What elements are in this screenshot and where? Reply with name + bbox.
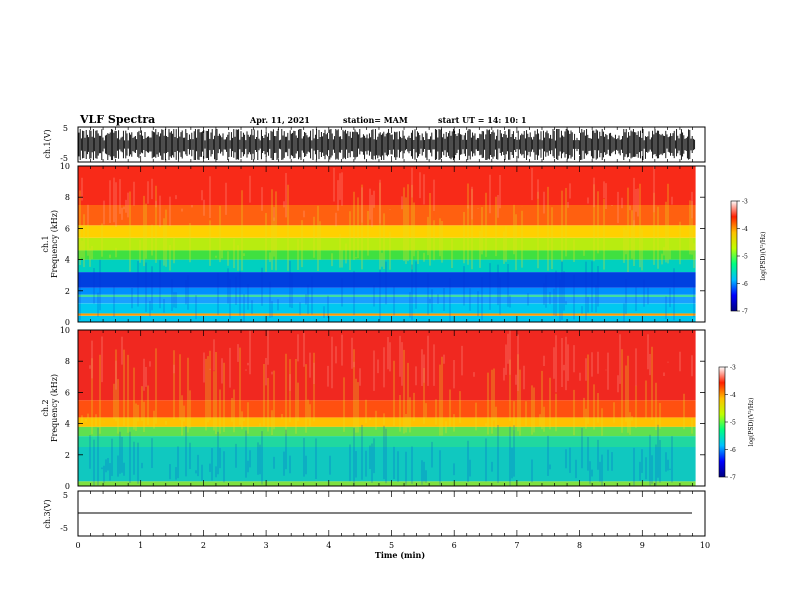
yt2-label-0: 0 xyxy=(65,482,70,491)
yt2-label-5: 10 xyxy=(60,326,70,335)
yt1-label-3: 6 xyxy=(65,224,70,233)
cbt1-label-1: -4 xyxy=(742,226,748,233)
cbt2-label-3: -6 xyxy=(730,447,736,454)
yt1-label-2: 4 xyxy=(65,256,70,265)
colorbar-ch2-ticks: -3 -4 -5 -6 -7 xyxy=(725,365,736,482)
ch1-spectrogram-image xyxy=(78,166,696,322)
xtick-label-7: 7 xyxy=(514,541,519,550)
colorbar-ch2-bar xyxy=(718,366,726,478)
ch2-spectrogram-yticks: 0 2 4 6 8 10 xyxy=(60,326,705,491)
spec1-band-9 xyxy=(78,237,696,251)
colorbar-ch2-label: log(PSD)(V²/Hz) xyxy=(748,398,755,447)
xtick-label-10: 10 xyxy=(700,541,710,550)
ch3-ytick-bottom: -5 xyxy=(60,524,68,533)
spec2-band-5 xyxy=(78,400,696,418)
xtick-label-0: 0 xyxy=(75,541,80,550)
yt2-label-1: 2 xyxy=(65,451,70,460)
figure-title: VLF Spectra xyxy=(79,113,155,126)
spec2-band-3 xyxy=(78,426,696,437)
spec1-band-1 xyxy=(78,313,696,316)
time-axis-ticks xyxy=(77,127,706,536)
ch1-spectrogram-yticks: 0 2 4 6 8 10 xyxy=(60,162,705,327)
ch2-spectrogram-ylabel-2: Frequency (kHz) xyxy=(50,374,59,442)
spec1-band-5 xyxy=(78,287,696,295)
yt1-label-1: 2 xyxy=(65,287,70,296)
spec1-band-10 xyxy=(78,225,696,238)
ch1-waveform-trace xyxy=(78,129,696,160)
cbt2-label-4: -7 xyxy=(730,475,736,482)
cbt2-label-0: -3 xyxy=(730,365,736,372)
yt2-label-2: 4 xyxy=(65,420,70,429)
yt1-label-0: 0 xyxy=(65,318,70,327)
ch3-waveform-ylabel: ch.3(V) xyxy=(43,499,52,528)
cbt1-label-3: -6 xyxy=(742,281,748,288)
colorbar-ch1-ticks: -3 -4 -5 -6 -7 xyxy=(737,199,748,316)
spec1-band-12 xyxy=(78,166,696,205)
spec1-band-2 xyxy=(78,303,696,314)
yt1-label-4: 8 xyxy=(65,193,70,202)
spec2-band-6 xyxy=(78,330,696,401)
ch3-ytick-top: 5 xyxy=(63,491,68,500)
spec1-band-4 xyxy=(78,294,696,297)
spec2-band-4 xyxy=(78,417,696,427)
spec2-band-2 xyxy=(78,436,696,447)
xtick-label-4: 4 xyxy=(326,541,331,550)
colorbar-ch2: -3 -4 -5 -6 -7 log(PSD)(V²/Hz) xyxy=(718,365,755,482)
spec1-band-3 xyxy=(78,297,696,304)
ch2-spectrogram-ylabel-1: ch.2 xyxy=(41,399,50,416)
ch1-spectrogram-ylabel-2: Frequency (kHz) xyxy=(50,210,59,278)
spec1-band-8 xyxy=(78,250,696,260)
spec1-band-11 xyxy=(78,205,696,226)
ch1-waveform-ylabel: ch.1(V) xyxy=(43,129,52,158)
time-axis-label: Time (min) xyxy=(375,550,425,560)
cbt1-label-4: -7 xyxy=(742,309,748,316)
colorbar-ch1: -3 -4 -5 -6 -7 log(PSD)(V²/Hz) xyxy=(730,199,767,316)
spec1-band-7 xyxy=(78,259,696,273)
ch1-spectrogram-ylabel-1: ch.1 xyxy=(41,235,50,252)
colorbar-ch1-bar xyxy=(730,200,738,312)
xtick-label-8: 8 xyxy=(577,541,582,550)
spec1-streaks-light xyxy=(81,166,693,228)
ch1-ytick-top: 5 xyxy=(63,124,68,133)
cbt2-label-1: -4 xyxy=(730,392,736,399)
yt2-label-3: 6 xyxy=(65,388,70,397)
yt2-label-4: 8 xyxy=(65,357,70,366)
start-time-label: start UT = 14: 10: 1 xyxy=(438,115,527,125)
date-label: Apr. 11, 2021 xyxy=(249,115,310,125)
xtick-label-3: 3 xyxy=(264,541,269,550)
station-label: station= MAM xyxy=(343,115,408,125)
panel-ch1-spectrogram: 0 2 4 6 8 10 ch.1 Frequency (kHz) xyxy=(41,162,706,327)
cbt2-label-2: -5 xyxy=(730,420,736,427)
spec2-band-0 xyxy=(78,481,696,486)
spec2-band-1 xyxy=(78,447,696,482)
cbt1-label-0: -3 xyxy=(742,199,748,206)
spec2-streaks-blue xyxy=(89,424,673,486)
xtick-label-5: 5 xyxy=(389,541,394,550)
ch2-spectrogram-image xyxy=(78,330,696,486)
spec1-band-6 xyxy=(78,272,696,288)
panel-ch3-waveform: 5 -5 ch.3(V) xyxy=(43,490,706,537)
xtick-label-2: 2 xyxy=(201,541,206,550)
cbt1-label-2: -5 xyxy=(742,254,748,261)
yt1-label-5: 10 xyxy=(60,162,70,171)
ch1-waveform-path xyxy=(78,129,696,160)
xtick-label-1: 1 xyxy=(138,541,143,550)
colorbar-ch1-label: log(PSD)(V²/Hz) xyxy=(760,232,767,281)
spec2-streaks-yellow xyxy=(81,346,693,436)
ch1-ytick-bottom: -5 xyxy=(60,154,68,163)
spec1-streaks-yellow xyxy=(79,182,695,272)
spec1-band-0 xyxy=(78,315,696,322)
spec2-streaks-light xyxy=(89,330,693,393)
xtick-label-6: 6 xyxy=(452,541,457,550)
xtick-label-9: 9 xyxy=(640,541,645,550)
panel-ch2-spectrogram: 0 2 4 6 8 10 ch.2 Frequency (kHz) xyxy=(41,326,706,491)
panel-ch1-waveform: 5 -5 ch.1(V) xyxy=(43,124,706,163)
time-axis-tick-labels: 0 1 2 3 4 5 6 7 8 9 10 xyxy=(75,541,710,550)
spec1-streaks-blue xyxy=(79,259,695,322)
